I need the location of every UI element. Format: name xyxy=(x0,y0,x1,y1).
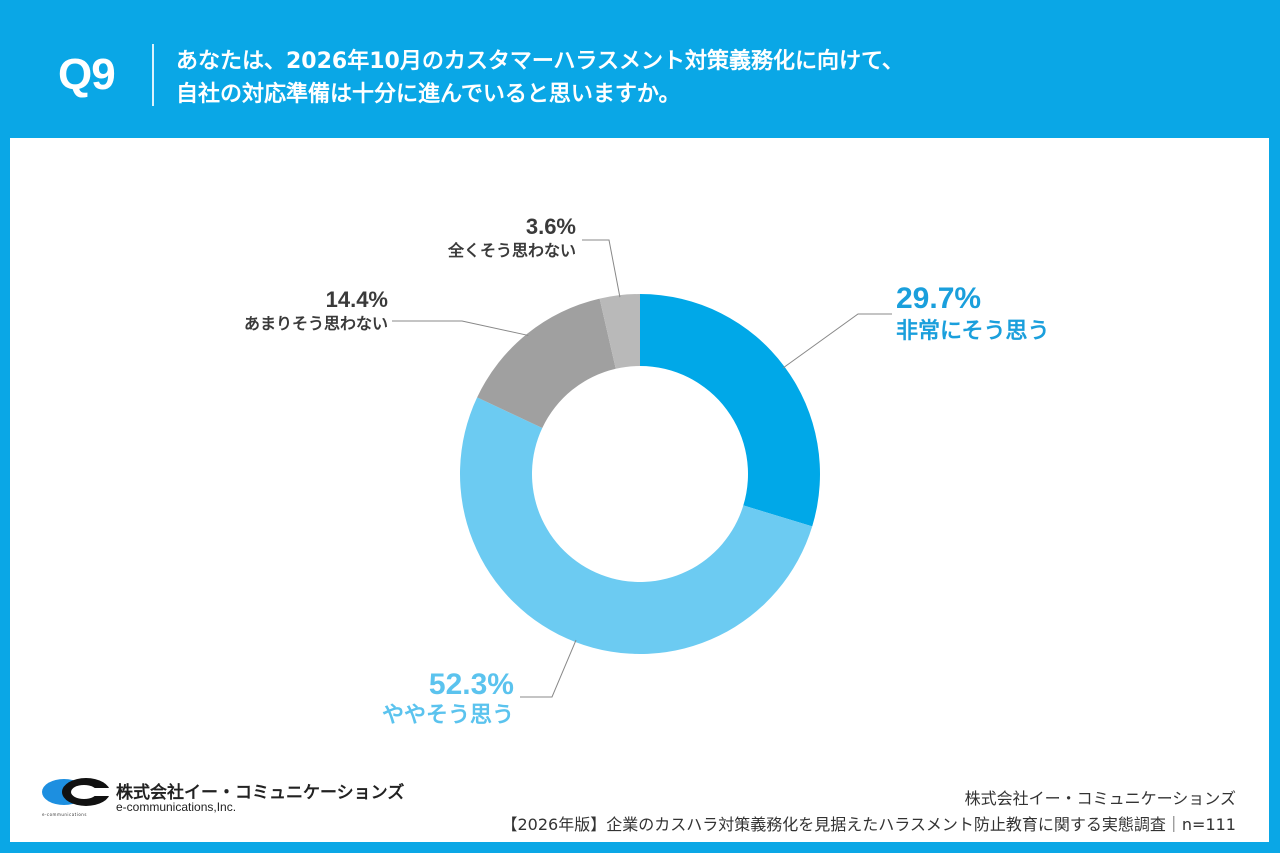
donut-slices xyxy=(460,294,821,654)
logo-mark-text: e-communications xyxy=(42,812,87,817)
leader-line xyxy=(392,320,529,336)
question-text: あなたは、2026年10月のカスタマーハラスメント対策義務化に向けて、 自社の対… xyxy=(176,45,904,111)
leader-lines xyxy=(392,239,892,698)
slice-category-label: あまりそう思わない xyxy=(244,314,388,333)
slice-category-label: 全くそう思わない xyxy=(447,241,576,260)
slice-percent-label: 29.7% xyxy=(896,282,981,315)
slice-percent-label: 52.3% xyxy=(429,668,514,701)
slice-percent-label: 14.4% xyxy=(326,287,388,312)
chart-panel xyxy=(10,138,1269,842)
logo-company-en: e-communications,Inc. xyxy=(116,800,237,814)
header-divider xyxy=(152,44,154,106)
donut-slice xyxy=(599,294,640,369)
slice-category-label: ややそう思う xyxy=(382,703,514,728)
question-line-2: 自社の対応準備は十分に進んでいると思いますか。 xyxy=(176,82,681,107)
leader-line xyxy=(782,313,892,369)
question-line-1: あなたは、2026年10月のカスタマーハラスメント対策義務化に向けて、 xyxy=(176,49,904,74)
question-number: Q9 xyxy=(58,50,116,99)
logo-company-jp: 株式会社イー・コミュニケーションズ xyxy=(116,783,405,803)
leader-line xyxy=(520,639,577,698)
slice-category-label: 非常にそう思う xyxy=(896,318,1050,344)
leader-line xyxy=(582,239,621,298)
credit-survey: 【2026年版】企業のカスハラ対策義務化を見据えたハラスメント防止教育に関する実… xyxy=(501,815,1237,834)
donut-slice xyxy=(640,294,821,527)
slice-percent-label: 3.6% xyxy=(526,214,576,239)
question-header: Q9 あなたは、2026年10月のカスタマーハラスメント対策義務化に向けて、 自… xyxy=(0,0,1280,138)
donut-slice xyxy=(477,298,616,429)
slice-labels: 29.7% 非常にそう思う 52.3%ややそう思う 14.4% あまりそう思わない 3.6… xyxy=(244,214,1050,728)
donut-slice xyxy=(460,397,813,654)
credit-company: 株式会社イー・コミュニケーションズ xyxy=(964,789,1236,808)
company-logo-icon xyxy=(42,778,112,806)
